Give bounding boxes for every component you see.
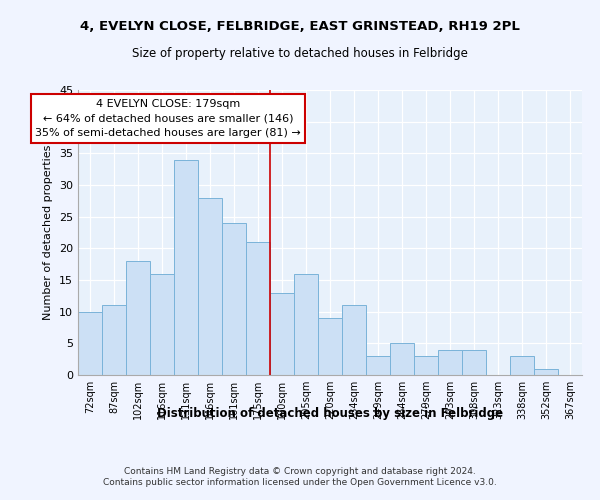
Text: Contains HM Land Registry data © Crown copyright and database right 2024.
Contai: Contains HM Land Registry data © Crown c… — [103, 468, 497, 487]
Bar — [174, 160, 198, 375]
Bar — [294, 274, 318, 375]
Y-axis label: Number of detached properties: Number of detached properties — [43, 145, 53, 320]
Bar — [318, 318, 342, 375]
Bar — [198, 198, 222, 375]
Text: 4 EVELYN CLOSE: 179sqm
← 64% of detached houses are smaller (146)
35% of semi-de: 4 EVELYN CLOSE: 179sqm ← 64% of detached… — [35, 98, 301, 138]
Bar — [246, 242, 270, 375]
Bar — [270, 292, 294, 375]
Bar — [414, 356, 438, 375]
Bar — [126, 261, 150, 375]
Bar — [78, 312, 102, 375]
Bar — [534, 368, 558, 375]
Bar — [438, 350, 462, 375]
Text: Size of property relative to detached houses in Felbridge: Size of property relative to detached ho… — [132, 48, 468, 60]
Bar — [102, 306, 126, 375]
Bar — [150, 274, 174, 375]
Bar — [462, 350, 486, 375]
Bar — [366, 356, 390, 375]
Text: 4, EVELYN CLOSE, FELBRIDGE, EAST GRINSTEAD, RH19 2PL: 4, EVELYN CLOSE, FELBRIDGE, EAST GRINSTE… — [80, 20, 520, 33]
Bar — [510, 356, 534, 375]
Text: Distribution of detached houses by size in Felbridge: Distribution of detached houses by size … — [157, 408, 503, 420]
Bar — [342, 306, 366, 375]
Bar — [222, 223, 246, 375]
Bar — [390, 344, 414, 375]
